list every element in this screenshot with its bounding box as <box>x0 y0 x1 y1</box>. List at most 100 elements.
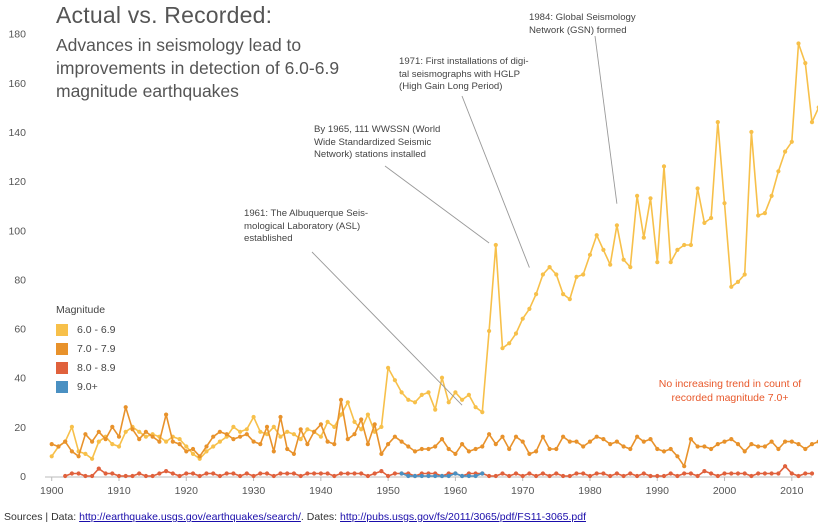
data-point-8-0-8-9 <box>507 473 512 479</box>
data-point-7-0-7-9 <box>735 442 741 447</box>
legend-label-7: 7.0 - 7.9 <box>77 342 116 355</box>
data-point-8-0-8-9 <box>735 471 741 476</box>
data-point-8-0-8-9 <box>90 473 95 479</box>
data-point-8-0-8-9 <box>601 471 606 476</box>
data-point-8-0-8-9 <box>258 471 263 476</box>
chart-subtitle: Advances in seismology lead to improveme… <box>56 35 340 101</box>
x-tick-label: 1990 <box>646 485 670 497</box>
legend-label-8: 8.0 - 8.9 <box>77 361 116 374</box>
data-point-8-0-8-9 <box>365 473 370 479</box>
data-source-link[interactable]: http://earthquake.usgs.gov/earthquakes/s… <box>79 511 301 523</box>
legend-item-8[interactable]: 8.0 - 8.9 <box>56 358 116 377</box>
data-point-7-0-7-9 <box>352 432 357 437</box>
data-point-8-0-8-9 <box>164 469 169 474</box>
x-tick-label: 1960 <box>444 485 468 497</box>
data-point-8-0-8-9 <box>762 471 768 476</box>
data-point-8-0-8-9 <box>540 471 546 476</box>
data-point-6-0-6-9 <box>661 164 667 169</box>
data-point-8-0-8-9 <box>789 471 794 476</box>
data-point-6-0-6-9 <box>83 451 88 456</box>
data-point-8-0-8-9 <box>554 471 559 476</box>
legend-swatch-7 <box>56 342 68 355</box>
data-point-7-0-7-9 <box>581 444 586 449</box>
data-point-6-0-6-9 <box>164 439 169 444</box>
data-point-6-0-6-9 <box>675 247 680 252</box>
x-tick-label: 1920 <box>175 485 199 497</box>
data-point-8-0-8-9 <box>170 471 175 476</box>
data-point-7-0-7-9 <box>540 434 546 439</box>
data-point-8-0-8-9 <box>487 473 492 479</box>
data-point-7-0-7-9 <box>137 437 142 442</box>
data-point-6-0-6-9 <box>386 365 391 370</box>
data-point-8-0-8-9 <box>621 473 626 479</box>
data-point-6-0-6-9 <box>231 424 236 429</box>
data-point-7-0-7-9 <box>587 439 593 444</box>
y-tick-label: 80 <box>14 274 26 286</box>
data-point-6-0-6-9 <box>682 242 687 248</box>
data-point-8-0-8-9 <box>359 471 364 476</box>
data-point-6-0-6-9 <box>507 341 512 346</box>
data-point-7-0-7-9 <box>211 434 216 439</box>
data-point-8-0-8-9 <box>655 473 660 479</box>
x-tick-label: 1970 <box>511 485 535 497</box>
data-point-7-0-7-9 <box>487 432 492 437</box>
data-point-6-0-6-9 <box>487 328 492 334</box>
data-point-8-0-8-9 <box>796 473 801 479</box>
data-point-6-0-6-9 <box>359 427 364 432</box>
data-point-8-0-8-9 <box>661 473 667 479</box>
data-point-6-0-6-9 <box>749 129 754 135</box>
data-point-6-0-6-9 <box>688 242 694 248</box>
data-point-6-0-6-9 <box>796 41 801 46</box>
data-point-7-0-7-9 <box>426 446 431 452</box>
data-point-6-0-6-9 <box>96 439 101 444</box>
data-point-7-0-7-9 <box>749 442 754 447</box>
data-point-7-0-7-9 <box>116 434 122 439</box>
data-point-7-0-7-9 <box>520 439 525 444</box>
data-point-8-0-8-9 <box>749 473 754 479</box>
data-point-7-0-7-9 <box>258 442 263 447</box>
data-point-8-0-8-9 <box>298 473 303 479</box>
data-point-8-0-8-9 <box>547 473 552 479</box>
data-point-6-0-6-9 <box>332 424 337 429</box>
x-tick-label: 2010 <box>780 485 804 497</box>
data-point-8-0-8-9 <box>338 471 344 476</box>
data-point-6-0-6-9 <box>702 220 707 225</box>
data-point-8-0-8-9 <box>513 471 519 476</box>
dates-source-link[interactable]: http://pubs.usgs.gov/fs/2011/3065/pdf/FS… <box>340 511 586 523</box>
data-point-8-0-8-9 <box>715 473 720 479</box>
data-point-7-0-7-9 <box>90 439 95 444</box>
legend-item-7[interactable]: 7.0 - 7.9 <box>56 339 116 358</box>
series-line-8-0-8-9 <box>64 465 812 477</box>
data-point-6-0-6-9 <box>345 400 350 405</box>
data-point-9-0- <box>439 473 445 479</box>
data-point-6-0-6-9 <box>291 432 296 437</box>
data-point-7-0-7-9 <box>123 405 128 410</box>
data-point-6-0-6-9 <box>608 262 613 267</box>
data-point-8-0-8-9 <box>809 471 815 476</box>
data-point-7-0-7-9 <box>271 449 276 454</box>
legend: Magnitude 6.0 - 6.9 7.0 - 7.9 8.0 - 8.9 … <box>56 304 116 396</box>
data-point-6-0-6-9 <box>500 346 505 351</box>
data-point-7-0-7-9 <box>729 437 734 442</box>
data-point-7-0-7-9 <box>76 454 81 459</box>
data-point-8-0-8-9 <box>493 473 498 479</box>
data-point-8-0-8-9 <box>688 471 694 476</box>
x-tick-label: 1950 <box>376 485 400 497</box>
data-point-6-0-6-9 <box>439 375 445 380</box>
data-point-9-0- <box>399 471 404 476</box>
data-point-8-0-8-9 <box>190 471 196 476</box>
data-point-8-0-8-9 <box>379 469 384 474</box>
data-point-7-0-7-9 <box>756 444 761 449</box>
data-point-6-0-6-9 <box>318 434 323 439</box>
y-tick-label: 160 <box>8 78 26 90</box>
legend-item-9[interactable]: 9.0+ <box>56 377 116 396</box>
data-point-6-0-6-9 <box>399 390 404 395</box>
data-point-8-0-8-9 <box>702 469 707 474</box>
data-point-8-0-8-9 <box>648 473 653 479</box>
data-point-6-0-6-9 <box>480 410 485 415</box>
data-point-7-0-7-9 <box>594 434 599 439</box>
data-point-6-0-6-9 <box>406 397 411 402</box>
data-point-7-0-7-9 <box>702 444 707 449</box>
legend-item-6[interactable]: 6.0 - 6.9 <box>56 320 116 339</box>
data-point-6-0-6-9 <box>655 260 660 265</box>
